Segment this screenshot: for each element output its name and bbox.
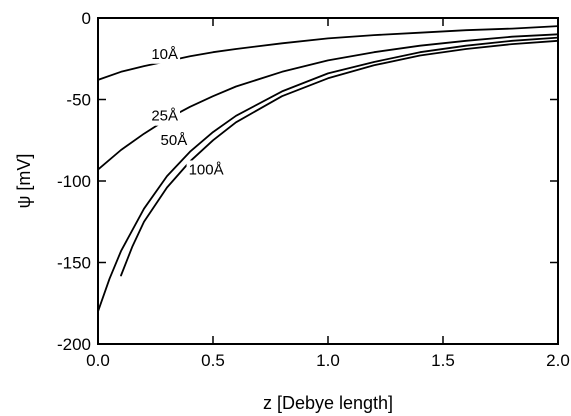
series-label: 50Å <box>161 132 188 149</box>
x-tick-label: 1.5 <box>431 351 455 370</box>
y-tick-label: -100 <box>57 172 91 191</box>
x-tick-label: 0.0 <box>86 351 110 370</box>
x-tick-label: 0.5 <box>201 351 225 370</box>
x-axis-ticks: 0.0 0.5 1.0 1.5 2.0 <box>86 18 570 370</box>
y-axis-ticks: 0 -50 -100 -150 -200 <box>57 9 558 354</box>
plot-frame <box>97 17 559 345</box>
series-line <box>97 33 559 171</box>
y-tick-label: 0 <box>82 9 91 28</box>
y-tick-label: -150 <box>57 254 91 273</box>
y-tick-label: -50 <box>66 91 91 110</box>
series-line <box>97 36 559 313</box>
y-axis-title: ψ [mV] <box>14 154 34 209</box>
series-layer <box>97 25 559 313</box>
x-axis-title: z [Debye length] <box>263 393 393 413</box>
x-tick-label: 1.0 <box>316 351 340 370</box>
series-label: 25Å <box>151 108 178 125</box>
y-tick-label: -200 <box>57 335 91 354</box>
x-tick-label: 2.0 <box>546 351 570 370</box>
series-label-background <box>149 44 181 64</box>
series-line <box>97 25 559 81</box>
series-line <box>120 39 559 277</box>
series-label: 10Å <box>151 46 178 63</box>
series-label-background <box>149 106 181 126</box>
series-label: 100Å <box>189 161 224 178</box>
series-label-background <box>158 131 190 151</box>
series-label-background <box>186 160 226 180</box>
